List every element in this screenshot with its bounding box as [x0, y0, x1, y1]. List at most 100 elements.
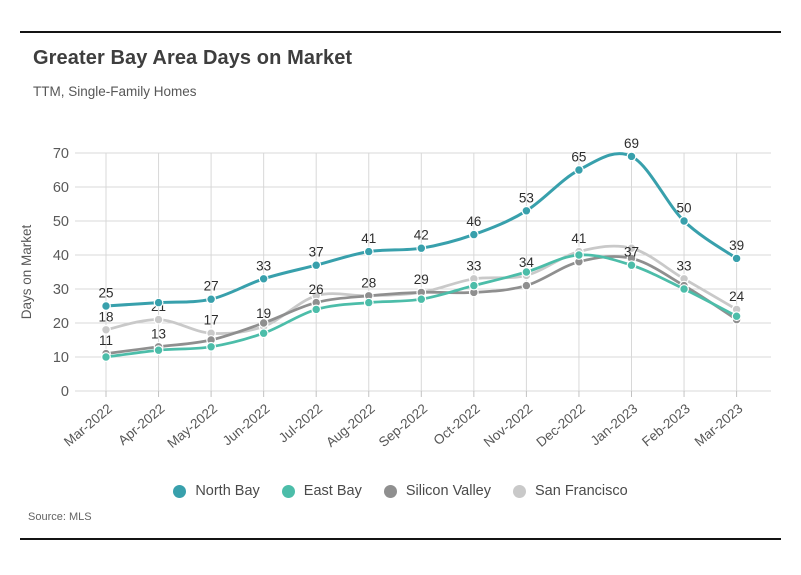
y-tick-label: 60	[53, 180, 69, 196]
y-tick-label: 40	[53, 248, 69, 264]
y-tick-label: 70	[53, 146, 69, 162]
data-label: 41	[571, 231, 586, 246]
x-tick-label: Mar-2022	[61, 401, 115, 450]
data-point	[101, 301, 111, 311]
data-label: 25	[98, 286, 113, 301]
x-tick-label: Jan-2023	[588, 401, 641, 449]
data-point	[574, 250, 584, 260]
legend-dot-icon	[383, 484, 397, 498]
data-label: 33	[256, 258, 271, 273]
data-point	[153, 314, 164, 325]
data-point	[153, 297, 164, 308]
data-point	[206, 294, 217, 305]
data-label: 24	[729, 289, 745, 304]
x-tick-label: May-2022	[164, 401, 220, 451]
series-silicon-valley: 11 13 26	[99, 253, 742, 359]
y-axis-title: Days on Market	[19, 224, 34, 319]
legend-label: East Bay	[303, 483, 362, 499]
data-label: 46	[466, 214, 481, 229]
data-point	[363, 297, 374, 308]
x-tick-label: Nov-2022	[481, 401, 535, 450]
data-label: 37	[624, 245, 639, 260]
data-point	[206, 341, 217, 352]
x-tick-label: Oct-2022	[431, 401, 483, 448]
x-tick-label: Aug-2022	[323, 401, 378, 450]
data-point	[311, 304, 322, 315]
data-point	[468, 280, 479, 291]
data-label: 19	[256, 306, 271, 321]
chart-subtitle: TTM, Single-Family Homes	[33, 84, 197, 99]
data-point	[258, 273, 269, 284]
data-label: 69	[624, 136, 639, 151]
legend-item-silicon-valley: Silicon Valley	[383, 483, 491, 499]
data-label: 26	[309, 282, 324, 297]
data-point	[521, 280, 532, 291]
data-point	[626, 260, 637, 271]
top-rule	[20, 31, 781, 33]
data-point	[521, 205, 532, 216]
legend-label: North Bay	[195, 483, 260, 499]
legend-label: Silicon Valley	[405, 483, 491, 499]
data-label: 41	[361, 231, 376, 246]
data-point	[416, 294, 427, 305]
data-point	[311, 260, 322, 271]
data-point	[574, 165, 584, 175]
data-point	[679, 284, 689, 294]
bottom-rule	[20, 538, 781, 540]
x-tick-label: Sep-2022	[376, 401, 431, 450]
legend-dot-icon	[513, 484, 526, 498]
legend-dot-icon	[281, 484, 295, 498]
data-point	[258, 328, 269, 339]
data-label: 37	[309, 245, 324, 260]
legend-dot-icon	[173, 484, 187, 498]
data-label: 50	[677, 201, 692, 216]
legend-item-san-francisco: San Francisco	[513, 483, 628, 499]
data-point	[626, 151, 637, 162]
series-north-bay: 25 27 33 37 41 42 46 53 65 69 50 39	[98, 136, 744, 311]
legend-item-north-bay: North Bay	[173, 483, 260, 499]
chart-title: Greater Bay Area Days on Market	[33, 47, 353, 69]
data-label: 28	[361, 275, 376, 290]
data-label: 65	[571, 150, 586, 165]
data-label: 34	[519, 255, 535, 270]
y-tick-label: 0	[61, 384, 69, 400]
data-point	[468, 229, 479, 240]
data-label: 33	[677, 258, 692, 273]
data-point	[101, 324, 111, 335]
data-label: 53	[519, 190, 534, 205]
data-point	[416, 243, 427, 254]
y-tick-label: 20	[53, 316, 69, 332]
y-tick-label: 50	[53, 214, 69, 230]
y-tick-label: 30	[53, 282, 69, 298]
data-label: 39	[729, 238, 744, 253]
data-label: 29	[414, 272, 429, 287]
data-label: 27	[204, 279, 219, 294]
data-label: 33	[466, 258, 481, 273]
x-tick-label: Apr-2022	[115, 401, 167, 448]
data-label: 13	[151, 326, 166, 341]
x-tick-label: Mar-2023	[692, 401, 746, 450]
data-point	[626, 243, 637, 254]
data-label: 11	[99, 333, 113, 348]
data-label: 17	[204, 313, 219, 328]
x-tick-label: Jul-2022	[276, 401, 325, 446]
data-point	[521, 267, 532, 277]
data-point	[679, 216, 689, 226]
source-note: Source: MLS	[28, 511, 92, 523]
legend-label: San Francisco	[535, 483, 628, 499]
legend-item-east-bay: East Bay	[281, 483, 362, 499]
x-tick-label: Jun-2022	[220, 401, 273, 449]
data-point	[731, 311, 742, 322]
chart-legend: North Bay East Bay Silicon Valley San Franc…	[0, 483, 801, 499]
x-tick-label: Dec-2022	[533, 401, 587, 450]
data-point	[258, 318, 269, 328]
x-tick-label: Feb-2023	[639, 401, 693, 450]
data-label: 18	[98, 309, 113, 324]
data-point	[153, 345, 164, 356]
data-point	[101, 352, 111, 362]
data-label: 42	[414, 228, 429, 243]
y-tick-label: 10	[53, 350, 69, 366]
data-point	[363, 246, 374, 257]
series-east-bay: 37	[101, 245, 742, 362]
